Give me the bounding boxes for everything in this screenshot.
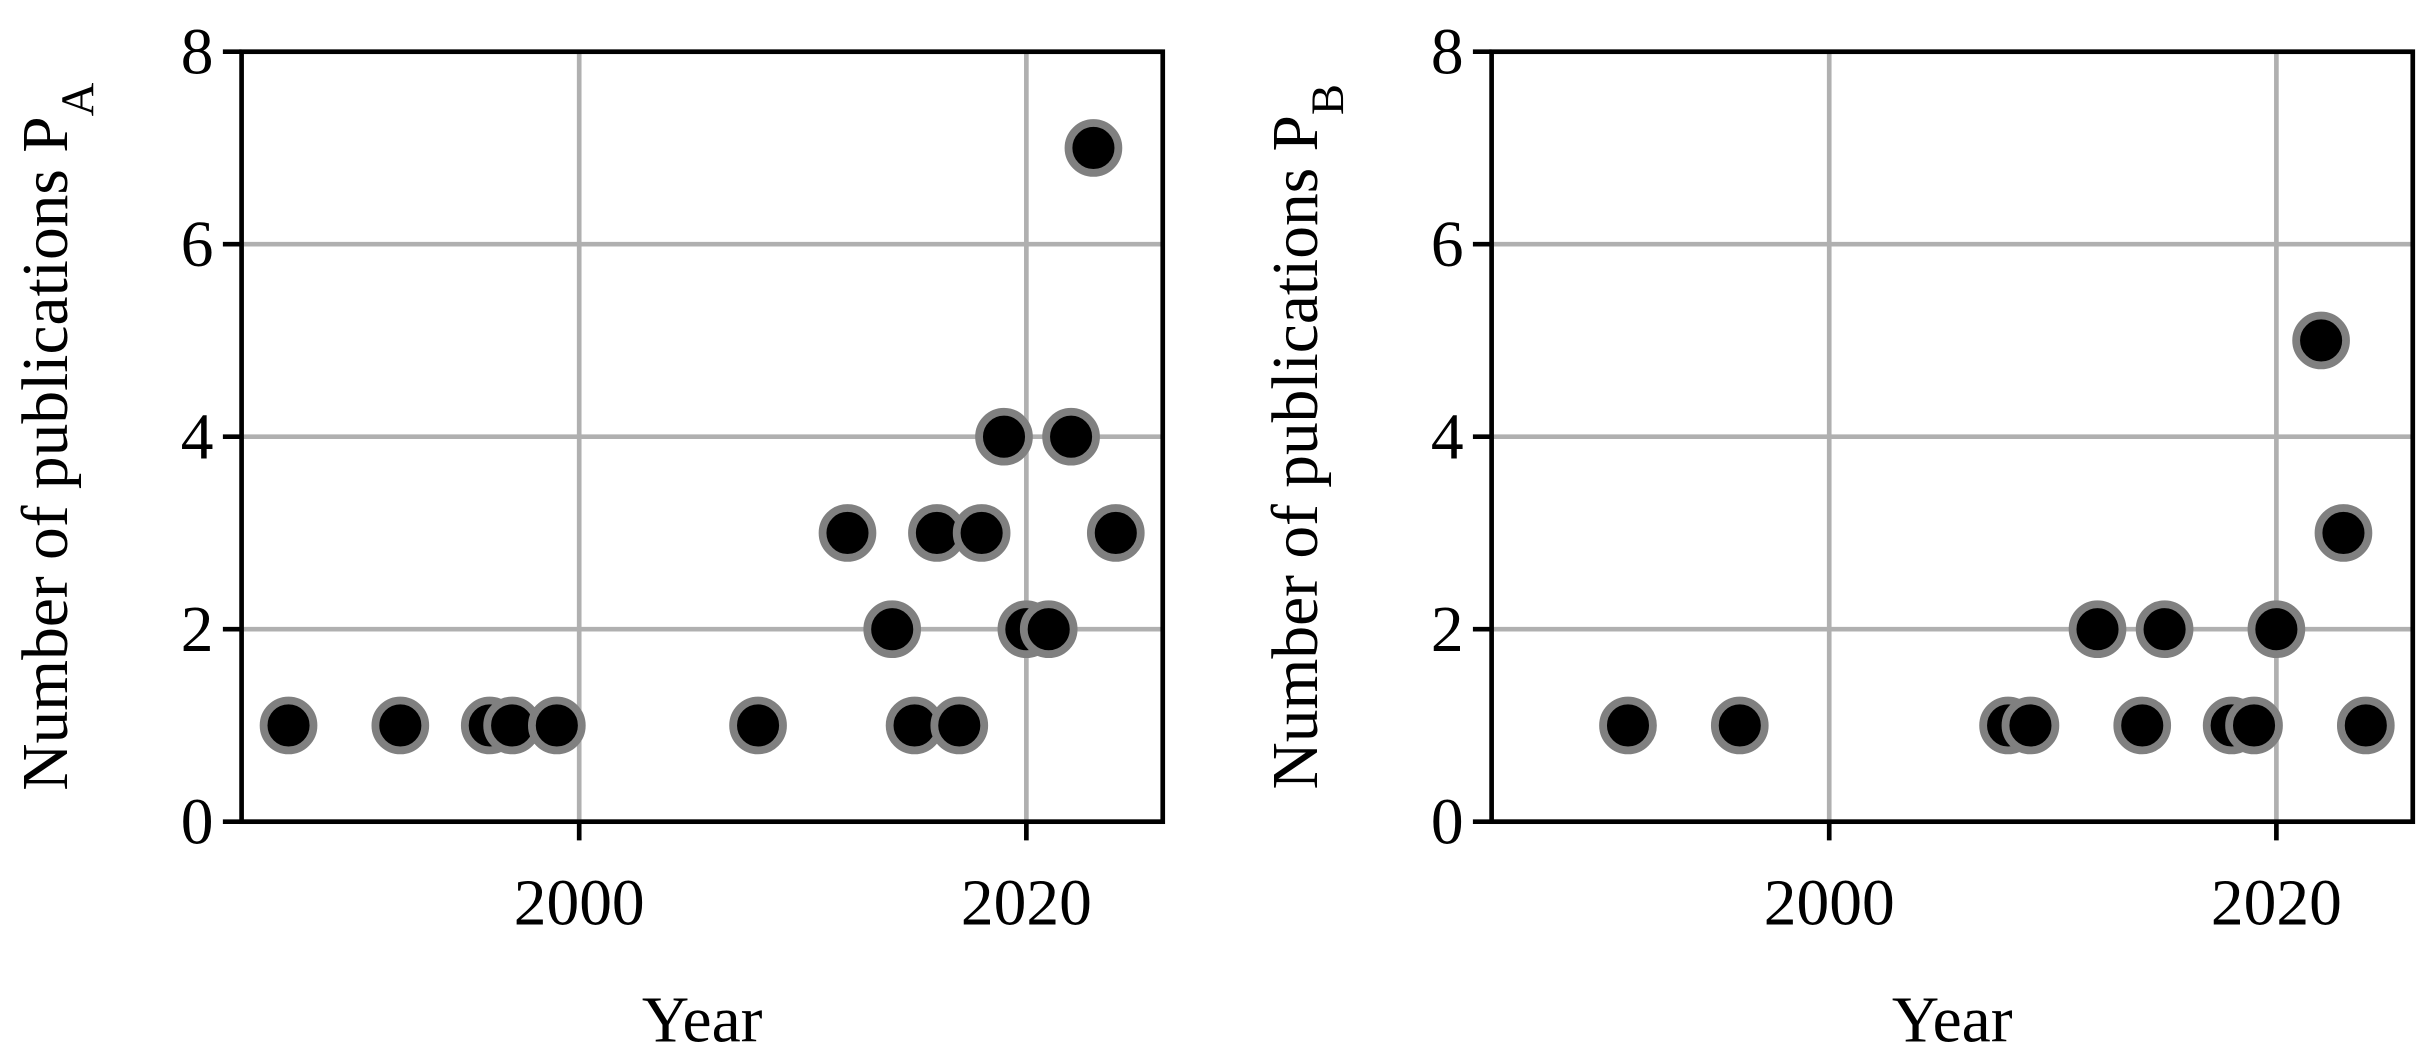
point [371,696,430,755]
point [2225,696,2283,755]
point [2314,504,2373,562]
y-tick-label: 0 [181,787,214,859]
axes-frame [1489,49,2416,825]
point [952,504,1011,562]
y-tick-label: 2 [1431,594,1464,666]
axes-frame [239,49,1166,825]
point [930,696,989,755]
point [2336,696,2395,755]
y-tick-label: 4 [1431,402,1464,474]
y-tick-label: 0 [1431,787,1464,859]
point [1019,600,1078,659]
y-axis-label-main: Number of publications P [1260,115,1332,789]
y-axis-label: Number of publications PA [10,82,104,790]
y-tick-label: 2 [181,594,214,666]
point [259,696,318,755]
y-tick-label: 6 [181,209,214,281]
point [818,504,877,562]
point [975,407,1033,466]
x-axis-label: Year [1892,984,2013,1056]
point [2113,696,2172,755]
point [2068,600,2127,659]
point [2292,311,2350,370]
point [1042,407,1100,466]
x-axis-label: Year [642,984,763,1056]
x-tick-label: 2000 [1764,868,1895,940]
point [1599,696,1657,755]
point [2247,600,2306,659]
y-tick-label: 4 [181,402,214,474]
y-axis-label-main: Number of publications P [10,116,82,790]
point [2135,600,2194,659]
point [528,696,586,755]
y-tick-label: 8 [181,17,214,89]
point [1710,696,1769,755]
point [1086,504,1145,562]
point [863,600,922,659]
y-axis-label: Number of publications PB [1260,84,1354,790]
y-tick-label: 8 [1431,17,1464,89]
y-axis-label-subscript: B [1302,84,1354,115]
point [1064,119,1123,177]
x-tick-label: 2020 [961,868,1092,940]
x-tick-label: 2000 [514,868,645,940]
point [2001,696,2060,755]
y-axis-label-subscript: A [52,82,104,116]
y-tick-label: 6 [1431,209,1464,281]
x-tick-label: 2020 [2211,868,2342,940]
point [729,696,787,755]
